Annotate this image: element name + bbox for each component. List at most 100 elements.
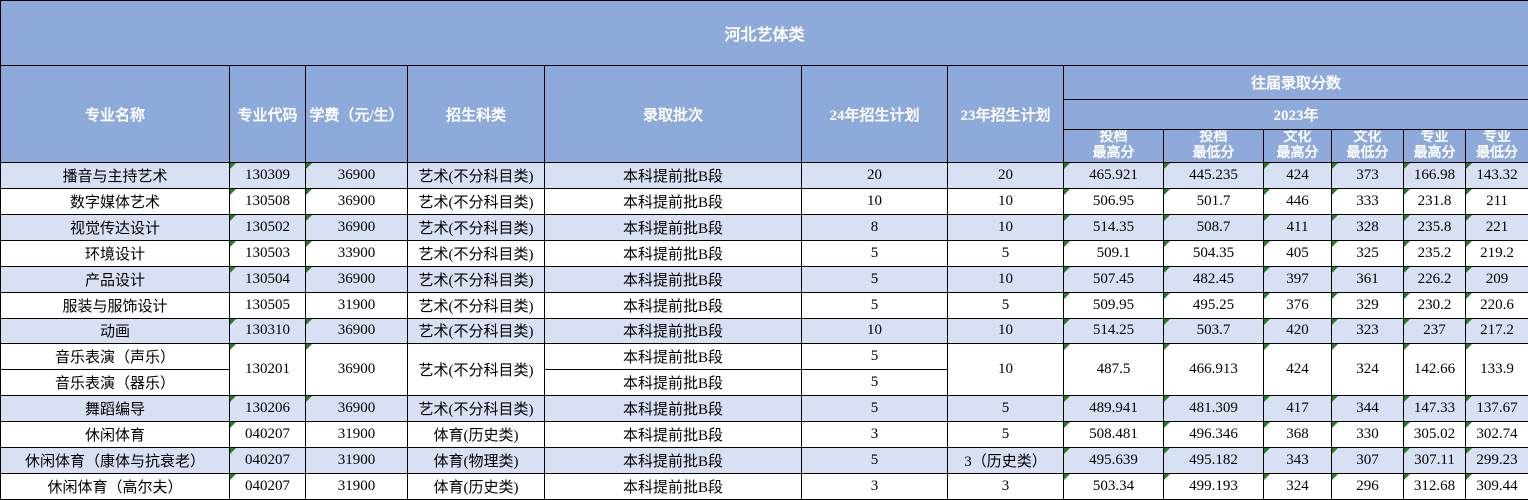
table-cell: 艺术(不分科目类) — [407, 162, 545, 189]
table-cell: 5 — [947, 421, 1064, 449]
table-cell: 服装与服饰设计 — [0, 291, 230, 319]
table-cell-with-error-indicator: 133.9 — [1464, 343, 1528, 397]
table-cell: 8 — [801, 213, 948, 241]
table-cell-with-error-indicator: 495.639 — [1063, 447, 1164, 475]
table-cell-with-error-indicator: 509.1 — [1063, 239, 1164, 267]
table-header: 河北艺体类 专业名称 专业代码 学费（元/生） 招生科类 录取批次 24年招生计… — [0, 0, 1528, 163]
table-cell: 视觉传达设计 — [0, 213, 230, 241]
table-cell-with-error-indicator: 324 — [1331, 343, 1404, 397]
table-cell: 播音与主持艺术 — [0, 162, 230, 189]
table-cell-with-error-indicator: 420 — [1263, 317, 1332, 345]
table-cell-with-error-indicator: 36900 — [305, 317, 408, 345]
header-row-3: 投档 最高分 投档 最低分 文化 最高分 文化 最低分 专业 最高分 专业 最低… — [1, 129, 1528, 163]
table-cell: 3 — [947, 473, 1064, 500]
table-cell-with-error-indicator: 221 — [1464, 213, 1528, 241]
table-cell-with-error-indicator: 328 — [1331, 213, 1404, 241]
table-cell-with-error-indicator: 508.481 — [1063, 421, 1164, 449]
table-cell: 31900 — [305, 447, 408, 475]
table-cell: 本科提前批B段 — [544, 187, 802, 215]
table-cell-with-error-indicator: 481.309 — [1163, 395, 1264, 423]
col-header-admission-batch: 录取批次 — [544, 65, 802, 163]
table-row: 视觉传达设计 130502 36900 艺术(不分科目类) 本科提前批B段 8 10 514.… — [0, 213, 1528, 241]
table-cell-with-error-indicator: 33900 — [305, 239, 408, 267]
table-cell-with-error-indicator: 130309 — [229, 162, 306, 189]
table-cell: 5 — [947, 395, 1064, 423]
table-cell: 20 — [947, 162, 1064, 189]
table-cell-with-error-indicator: 324 — [1263, 473, 1332, 500]
table-cell-with-error-indicator: 514.25 — [1063, 317, 1164, 345]
table-cell-with-error-indicator: 501.7 — [1163, 187, 1264, 215]
table-cell: 艺术(不分科目类) — [407, 291, 545, 319]
table-cell-with-error-indicator: 230.2 — [1403, 291, 1466, 319]
table-cell-with-error-indicator: 36900 — [305, 395, 408, 423]
table-cell-with-error-indicator: 36900 — [305, 265, 408, 293]
table-cell: 艺术(不分科目类) — [407, 317, 545, 345]
table-cell-with-error-indicator: 130508 — [229, 187, 306, 215]
table-cell: 本科提前批B段 — [544, 317, 802, 345]
table-cell: 休闲体育（高尔夫） — [0, 473, 230, 500]
table-cell-with-error-indicator: 344 — [1331, 395, 1404, 423]
table-cell-with-error-indicator: 219.2 — [1464, 239, 1528, 267]
table-cell-with-error-indicator: 506.95 — [1063, 187, 1164, 215]
table-cell: 艺术(不分科目类) — [407, 395, 545, 423]
table-cell: 3 — [801, 473, 948, 500]
table-cell: 本科提前批B段 — [544, 213, 802, 241]
table-cell-with-error-indicator: 333 — [1331, 187, 1404, 215]
table-cell-with-error-indicator: 376 — [1263, 291, 1332, 319]
table-cell-with-error-indicator: 503.34 — [1063, 473, 1164, 500]
table-cell-with-error-indicator: 220.6 — [1464, 291, 1528, 319]
table-cell-with-error-indicator: 446 — [1263, 187, 1332, 215]
table-cell: 本科提前批B段 — [544, 395, 802, 423]
table-cell: 休闲体育 — [0, 421, 230, 449]
table-cell-with-error-indicator: 466.913 — [1163, 343, 1264, 397]
table-cell: 体育(物理类) — [407, 447, 545, 475]
table-cell: 本科提前批B段 — [544, 369, 802, 397]
table-cell-with-error-indicator: 307 — [1331, 447, 1404, 475]
table-cell: 10 — [947, 213, 1064, 241]
table-cell-with-error-indicator: 343 — [1263, 447, 1332, 475]
table-cell: 3（历史类） — [947, 447, 1064, 475]
table-cell-with-error-indicator: 445.235 — [1163, 162, 1264, 189]
table-cell-with-error-indicator: 307.11 — [1403, 447, 1466, 475]
table-cell-with-error-indicator: 130503 — [229, 239, 306, 267]
col-header-major-code: 专业代码 — [229, 65, 306, 163]
table-cell-with-error-indicator: 482.45 — [1163, 265, 1264, 293]
table-cell-with-error-indicator: 495.25 — [1163, 291, 1264, 319]
table-cell: 5 — [801, 343, 948, 371]
table-cell-with-error-indicator: 130206 — [229, 395, 306, 423]
table-cell-with-error-indicator: 323 — [1331, 317, 1404, 345]
table-cell-with-error-indicator: 130504 — [229, 265, 306, 293]
table-cell-with-error-indicator: 130502 — [229, 213, 306, 241]
table-cell-with-error-indicator: 130201 — [229, 343, 306, 397]
table-cell: 本科提前批B段 — [544, 239, 802, 267]
table-cell-with-error-indicator: 424 — [1263, 343, 1332, 397]
table-cell-with-error-indicator: 405 — [1263, 239, 1332, 267]
table-cell-with-error-indicator: 209 — [1464, 265, 1528, 293]
table-cell-with-error-indicator: 411 — [1263, 213, 1332, 241]
table-cell: 130505 — [229, 291, 306, 319]
table-cell: 10 — [947, 317, 1064, 345]
table-cell-with-error-indicator: 465.921 — [1063, 162, 1164, 189]
table-cell-with-error-indicator: 211 — [1464, 187, 1528, 215]
table-cell-with-error-indicator: 36900 — [305, 343, 408, 397]
table-row: 数字媒体艺术 130508 36900 艺术(不分科目类) 本科提前批B段 10 10 506… — [0, 187, 1528, 215]
col-header-past-scores: 往届录取分数 — [1062, 65, 1528, 100]
table-cell-with-error-indicator: 487.5 — [1063, 343, 1164, 397]
table-cell-with-error-indicator: 166.98 — [1403, 162, 1466, 189]
table-row: 环境设计 130503 33900 艺术(不分科目类) 本科提前批B段 5 5 509.1 50… — [0, 239, 1528, 267]
table-cell-with-error-indicator: 373 — [1331, 162, 1404, 189]
table-cell-with-error-indicator: 496.346 — [1163, 421, 1264, 449]
table-cell: 3 — [801, 421, 948, 449]
col-header-major-max-score: 专业 最高分 — [1403, 129, 1466, 163]
table-row: 休闲体育 040207 31900 体育(历史类) 本科提前批B段 3 5 508.481 49… — [0, 421, 1528, 449]
table-cell: 5 — [801, 291, 948, 319]
table-cell-with-error-indicator: 147.33 — [1403, 395, 1466, 423]
table-cell: 数字媒体艺术 — [0, 187, 230, 215]
col-header-plan-2023: 23年招生计划 — [947, 65, 1064, 163]
table-cell-with-error-indicator: 514.35 — [1063, 213, 1164, 241]
table-cell-with-error-indicator: 417 — [1263, 395, 1332, 423]
table-row: 休闲体育（康体与抗衰老） 040207 31900 体育(物理类) 本科提前批B段 5 3（… — [0, 447, 1528, 475]
table-title: 河北艺体类 — [0, 0, 1528, 66]
table-cell-with-error-indicator: 312.68 — [1403, 473, 1466, 500]
table-cell: 10 — [801, 317, 948, 345]
